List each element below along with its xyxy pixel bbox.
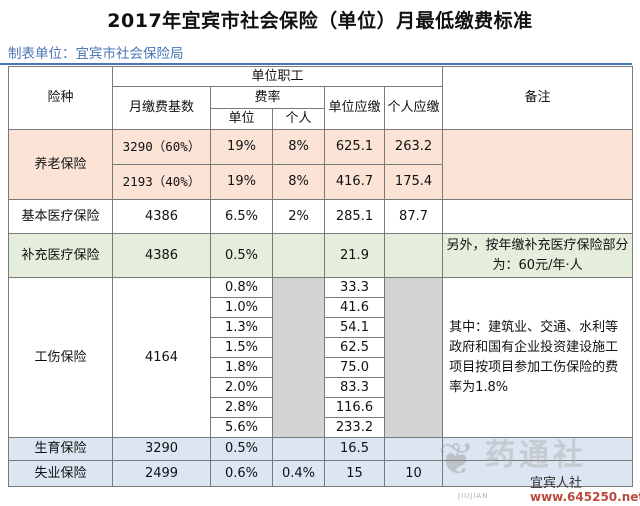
cell-unit-rate: 0.5% xyxy=(210,437,273,461)
cell-unit-rate: 1.0% xyxy=(210,297,273,318)
header-remarks: 备注 xyxy=(442,66,634,130)
cell-unit-rate: 1.3% xyxy=(210,317,273,338)
row-label-supp-medical: 补充医疗保险 xyxy=(8,233,113,278)
cell-unit-rate: 1.5% xyxy=(210,337,273,358)
header-rate: 费率 xyxy=(210,86,325,109)
cell-personal-rate: 8% xyxy=(272,129,325,165)
cell-base: 2499 xyxy=(112,460,211,487)
cell-unit-rate: 2.0% xyxy=(210,377,273,398)
cell-personal-rate: 0.4% xyxy=(272,460,325,487)
header-rate-unit: 单位 xyxy=(210,108,273,130)
watermark-sub: JIUJIAN xyxy=(458,492,489,500)
cell-personal-due xyxy=(383,233,444,278)
header-unit-staff: 单位职工 xyxy=(111,66,444,87)
title-divider xyxy=(0,63,632,65)
cell-remark-unemployment xyxy=(442,460,634,487)
cell-personal-due: 87.7 xyxy=(383,199,444,234)
row-label-pension: 养老保险 xyxy=(8,129,113,200)
cell-unit-rate: 0.5% xyxy=(210,233,273,278)
cell-personal-due: 10 xyxy=(383,460,444,487)
cell-remark-medical xyxy=(442,199,634,234)
cell-unit-due: 15 xyxy=(324,460,385,487)
cell-personal-rate: 2% xyxy=(272,199,325,234)
cell-unit-due: 116.6 xyxy=(324,397,385,418)
header-rate-personal: 个人 xyxy=(272,108,325,130)
cell-unit-due: 75.0 xyxy=(324,357,385,378)
cell-personal-due: 263.2 xyxy=(383,129,444,165)
header-unit-due: 单位应缴 xyxy=(324,86,385,130)
cell-unit-rate: 1.8% xyxy=(210,357,273,378)
cell-base: 3290 xyxy=(112,437,211,461)
cell-remark-supp-medical: 另外，按年缴补充医疗保险部分为：60元/年·人 xyxy=(442,233,634,278)
cell-remark-pension xyxy=(442,129,634,200)
cell-unit-rate: 0.8% xyxy=(210,277,273,298)
cell-unit-due: 83.3 xyxy=(324,377,385,398)
row-label-injury: 工伤保险 xyxy=(8,277,113,438)
header-personal-due: 个人应缴 xyxy=(383,86,444,130)
table-maker: 制表单位：宜宾市社会保险局 xyxy=(8,46,184,62)
cell-personal-rate xyxy=(272,233,325,278)
cell-unit-due: 62.5 xyxy=(324,337,385,358)
cell-personal-rate-blank xyxy=(272,277,325,438)
cell-unit-due: 33.3 xyxy=(324,277,385,298)
cell-unit-due: 41.6 xyxy=(324,297,385,318)
page-title: 2017年宜宾市社会保险（单位）月最低缴费标准 xyxy=(107,10,533,32)
cell-personal-rate: 8% xyxy=(272,164,325,200)
cell-base: 4386 xyxy=(112,199,211,234)
contribution-table: 险种 单位职工 备注 月缴费基数 费率 单位应缴 个人应缴 单位 个人 养老保险… xyxy=(8,66,634,487)
cell-unit-rate: 6.5% xyxy=(210,199,273,234)
cell-base: 3290（60%） xyxy=(112,129,211,165)
header-insurance-type: 险种 xyxy=(8,66,113,130)
cell-unit-due: 54.1 xyxy=(324,317,385,338)
cell-remark-maternity xyxy=(442,437,634,461)
cell-personal-rate xyxy=(272,437,325,461)
cell-unit-due: 625.1 xyxy=(324,129,385,165)
cell-unit-rate: 2.8% xyxy=(210,397,273,418)
cell-unit-due: 21.9 xyxy=(324,233,385,278)
row-label-medical: 基本医疗保险 xyxy=(8,199,113,234)
cell-unit-rate: 0.6% xyxy=(210,460,273,487)
cell-base: 2193（40%） xyxy=(112,164,211,200)
cell-base: 4164 xyxy=(112,277,211,438)
row-label-unemployment: 失业保险 xyxy=(8,460,113,487)
cell-unit-rate: 5.6% xyxy=(210,417,273,438)
cell-unit-rate: 19% xyxy=(210,129,273,165)
header-monthly-base: 月缴费基数 xyxy=(112,86,211,130)
row-label-maternity: 生育保险 xyxy=(8,437,113,461)
cell-unit-due: 16.5 xyxy=(324,437,385,461)
cell-personal-due: 175.4 xyxy=(383,164,444,200)
cell-personal-due xyxy=(383,437,444,461)
cell-base: 4386 xyxy=(112,233,211,278)
cell-remark-injury: 其中：建筑业、交通、水利等政府和国有企业投资建设施工项目按项目参加工伤保险的费率… xyxy=(442,277,634,438)
cell-unit-rate: 19% xyxy=(210,164,273,200)
cell-unit-due: 285.1 xyxy=(324,199,385,234)
watermark-url: www.645250.net xyxy=(530,490,640,504)
cell-unit-due: 416.7 xyxy=(324,164,385,200)
cell-personal-due-blank xyxy=(383,277,444,438)
cell-unit-due: 233.2 xyxy=(324,417,385,438)
